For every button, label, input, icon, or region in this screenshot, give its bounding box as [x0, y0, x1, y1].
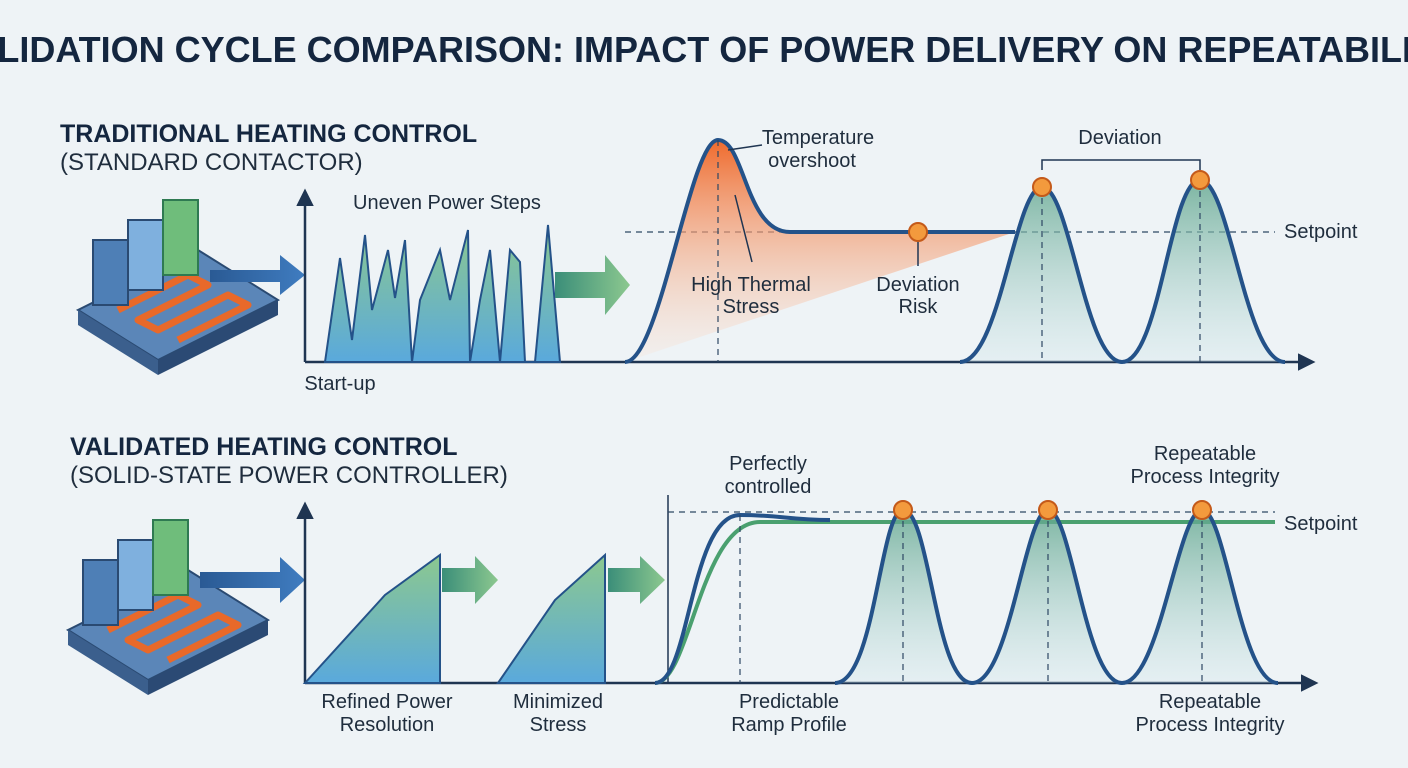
- label: Ramp Profile: [731, 714, 847, 736]
- panel-subheading: (SOLID-STATE POWER CONTROLLER): [70, 462, 508, 489]
- arrow: [210, 255, 305, 295]
- label: Setpoint: [1284, 513, 1358, 535]
- power-ramp: [302, 553, 441, 684]
- label: Deviation: [1078, 127, 1161, 149]
- ramp-curve: [654, 512, 831, 685]
- marker: [1038, 500, 1058, 520]
- marker: [1032, 177, 1052, 197]
- title: VALIDATION CYCLE COMPARISON: IMPACT OF P…: [0, 29, 1408, 70]
- label: Resolution: [340, 714, 435, 736]
- arrow: [200, 557, 305, 603]
- label: Repeatable: [1159, 691, 1261, 713]
- leader: [734, 194, 753, 263]
- marker: [893, 500, 913, 520]
- marker: [1192, 500, 1212, 520]
- label: Refined Power: [321, 691, 453, 713]
- arrow: [442, 556, 498, 604]
- label: Deviation: [876, 274, 959, 296]
- label: Process Integrity: [1136, 714, 1285, 736]
- label: Stress: [723, 296, 780, 318]
- marker: [908, 222, 928, 242]
- marker: [1190, 170, 1210, 190]
- label: Stress: [530, 714, 587, 736]
- overshoot-area: [625, 140, 1015, 362]
- label: Process Integrity: [1131, 466, 1280, 488]
- arrow: [608, 556, 665, 604]
- power-ramp: [496, 552, 606, 684]
- panel-subheading: (STANDARD CONTACTOR): [60, 149, 363, 176]
- label: controlled: [725, 476, 812, 498]
- temperature-curve: [624, 137, 1015, 364]
- label: Setpoint: [1284, 221, 1358, 243]
- label: Risk: [899, 296, 939, 318]
- label: Start-up: [304, 373, 375, 395]
- arrow: [555, 255, 630, 315]
- power-steps: [323, 224, 562, 363]
- label: Temperature: [762, 127, 874, 149]
- label: Predictable: [739, 691, 839, 713]
- label: overshoot: [768, 150, 856, 172]
- cycle-peaks: [959, 177, 1286, 365]
- heater-icon: [78, 200, 278, 375]
- label: High Thermal: [691, 274, 811, 296]
- leader: [727, 144, 763, 151]
- label: Uneven Power Steps: [353, 192, 541, 214]
- label: Minimized: [513, 691, 603, 713]
- panel-heading: VALIDATED HEATING CONTROL: [70, 433, 457, 461]
- label: Perfectly: [729, 453, 807, 475]
- heater-icon: [68, 520, 268, 695]
- panel-heading: TRADITIONAL HEATING CONTROL: [60, 120, 477, 148]
- label: Repeatable: [1154, 443, 1256, 465]
- bracket: [1041, 159, 1201, 170]
- cycle-peaks: [834, 507, 1279, 686]
